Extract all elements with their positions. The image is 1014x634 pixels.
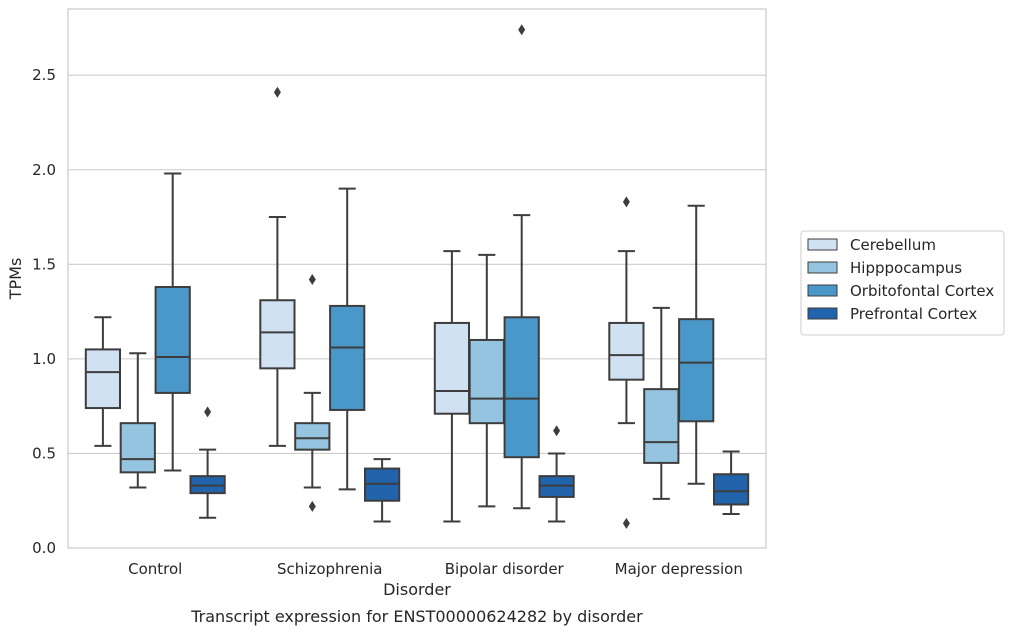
box bbox=[503, 316, 540, 459]
legend-label: Cerebellum bbox=[850, 236, 936, 254]
x-axis-label: Disorder bbox=[383, 580, 451, 599]
y-tick-label: 0.0 bbox=[32, 539, 56, 557]
box bbox=[119, 422, 156, 474]
box bbox=[712, 473, 750, 506]
outlier-point bbox=[622, 196, 630, 208]
outlier-point bbox=[622, 517, 630, 529]
outlier-point bbox=[553, 425, 561, 437]
x-axis-ticks: Control Schizophrenia Bipolar disorder Majo… bbox=[128, 560, 743, 578]
box bbox=[259, 299, 296, 370]
y-tick-label: 2.0 bbox=[32, 161, 56, 179]
y-tick-label: 2.5 bbox=[32, 66, 56, 84]
box bbox=[154, 286, 191, 394]
box bbox=[294, 422, 331, 451]
y-axis-ticks: 0.0 0.5 1.0 1.5 2.0 2.5 bbox=[32, 66, 56, 557]
legend-label: Hipppocampus bbox=[850, 259, 962, 277]
x-tick-label: Major depression bbox=[615, 560, 743, 578]
x-tick-label: Bipolar disorder bbox=[445, 560, 565, 578]
legend-frame bbox=[800, 230, 1005, 336]
outlier-point bbox=[204, 406, 212, 418]
box bbox=[608, 321, 645, 381]
outlier-point bbox=[518, 24, 526, 36]
x-tick-label: Schizophrenia bbox=[277, 560, 382, 578]
chart-caption: Transcript expression for ENST0000062428… bbox=[190, 607, 643, 626]
legend: Cerebellum Hipppocampus Orbitofontal Corte… bbox=[800, 230, 1005, 336]
legend-swatch bbox=[807, 284, 838, 297]
box bbox=[329, 304, 366, 411]
legend-label: Prefrontal Cortex bbox=[850, 305, 977, 323]
box bbox=[84, 348, 122, 410]
x-tick-label: Control bbox=[128, 560, 182, 578]
outlier-point bbox=[308, 500, 316, 512]
outlier-point bbox=[273, 86, 281, 98]
y-tick-label: 0.5 bbox=[32, 444, 56, 462]
outlier-point bbox=[308, 273, 316, 285]
legend-label: Orbitofontal Cortex bbox=[850, 282, 994, 300]
y-tick-label: 1.5 bbox=[32, 255, 56, 273]
box bbox=[678, 318, 715, 423]
legend-swatch bbox=[807, 261, 838, 274]
box bbox=[468, 338, 505, 425]
y-axis-label: TPMs bbox=[6, 258, 25, 301]
box-plot-marks bbox=[84, 24, 750, 529]
plot-frame bbox=[67, 8, 767, 549]
box bbox=[433, 321, 471, 415]
box bbox=[643, 388, 680, 464]
legend-swatch bbox=[807, 238, 838, 251]
y-tick-label: 1.0 bbox=[32, 350, 56, 368]
legend-swatch bbox=[807, 307, 838, 320]
